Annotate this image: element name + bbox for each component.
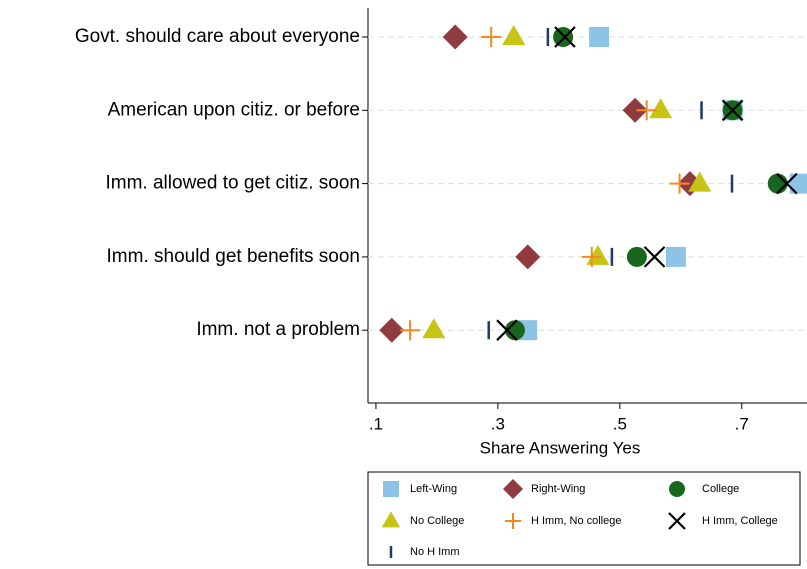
dot-marker xyxy=(581,246,602,267)
legend-label: H Imm, No college xyxy=(531,515,621,527)
dot-marker xyxy=(776,172,798,195)
legend-label: Right-Wing xyxy=(531,483,585,495)
dot-marker xyxy=(767,173,788,194)
x-tick-label: .7 xyxy=(735,414,749,433)
dot-marker xyxy=(442,24,468,50)
dot-marker xyxy=(586,244,610,265)
dot-marker xyxy=(721,99,744,122)
dot-marker xyxy=(669,173,690,194)
dot-marker xyxy=(502,25,526,45)
dot-marker xyxy=(481,27,502,47)
dot-marker xyxy=(665,246,686,267)
x-tick-label: .5 xyxy=(613,414,627,433)
dot-marker xyxy=(553,27,574,47)
dot-marker xyxy=(422,318,446,339)
dot-marker xyxy=(688,171,712,192)
legend-label: Left-Wing xyxy=(410,483,457,495)
dot-marker xyxy=(515,244,541,270)
dot-marker xyxy=(504,320,525,341)
legend-marker xyxy=(669,481,685,497)
legend-marker xyxy=(505,513,521,529)
dot-marker xyxy=(789,173,807,194)
legend-marker xyxy=(383,481,399,497)
legend-marker xyxy=(668,512,686,530)
y-tick-label: Imm. should get benefits soon xyxy=(107,246,360,267)
legend-marker xyxy=(381,511,401,528)
legend-label: College xyxy=(702,483,739,495)
y-tick-label: American upon citiz. or before xyxy=(108,99,360,120)
legend-box xyxy=(367,471,801,566)
x-tick-label: .3 xyxy=(491,414,505,433)
dot-marker xyxy=(622,97,648,123)
x-axis-label: Share Answering Yes xyxy=(480,438,641,457)
legend-label: No H Imm xyxy=(410,546,460,558)
dot-marker xyxy=(626,246,647,267)
dot-marker xyxy=(496,319,518,341)
dot-marker xyxy=(379,317,405,343)
legend-marker xyxy=(503,479,523,499)
dot-marker xyxy=(589,27,610,47)
dot-marker xyxy=(400,320,421,341)
y-tick-label: Imm. not a problem xyxy=(196,319,360,340)
dot-marker xyxy=(649,98,673,119)
y-tick-label: Govt. should care about everyone xyxy=(75,26,360,47)
x-tick-label: .1 xyxy=(369,414,383,433)
legend-label: No College xyxy=(410,515,464,527)
y-tick-label: Imm. allowed to get citiz. soon xyxy=(106,173,361,194)
dot-marker xyxy=(643,246,666,268)
dot-marker xyxy=(636,100,657,121)
legend-label: H Imm, College xyxy=(702,515,778,527)
dot-marker xyxy=(554,26,576,48)
